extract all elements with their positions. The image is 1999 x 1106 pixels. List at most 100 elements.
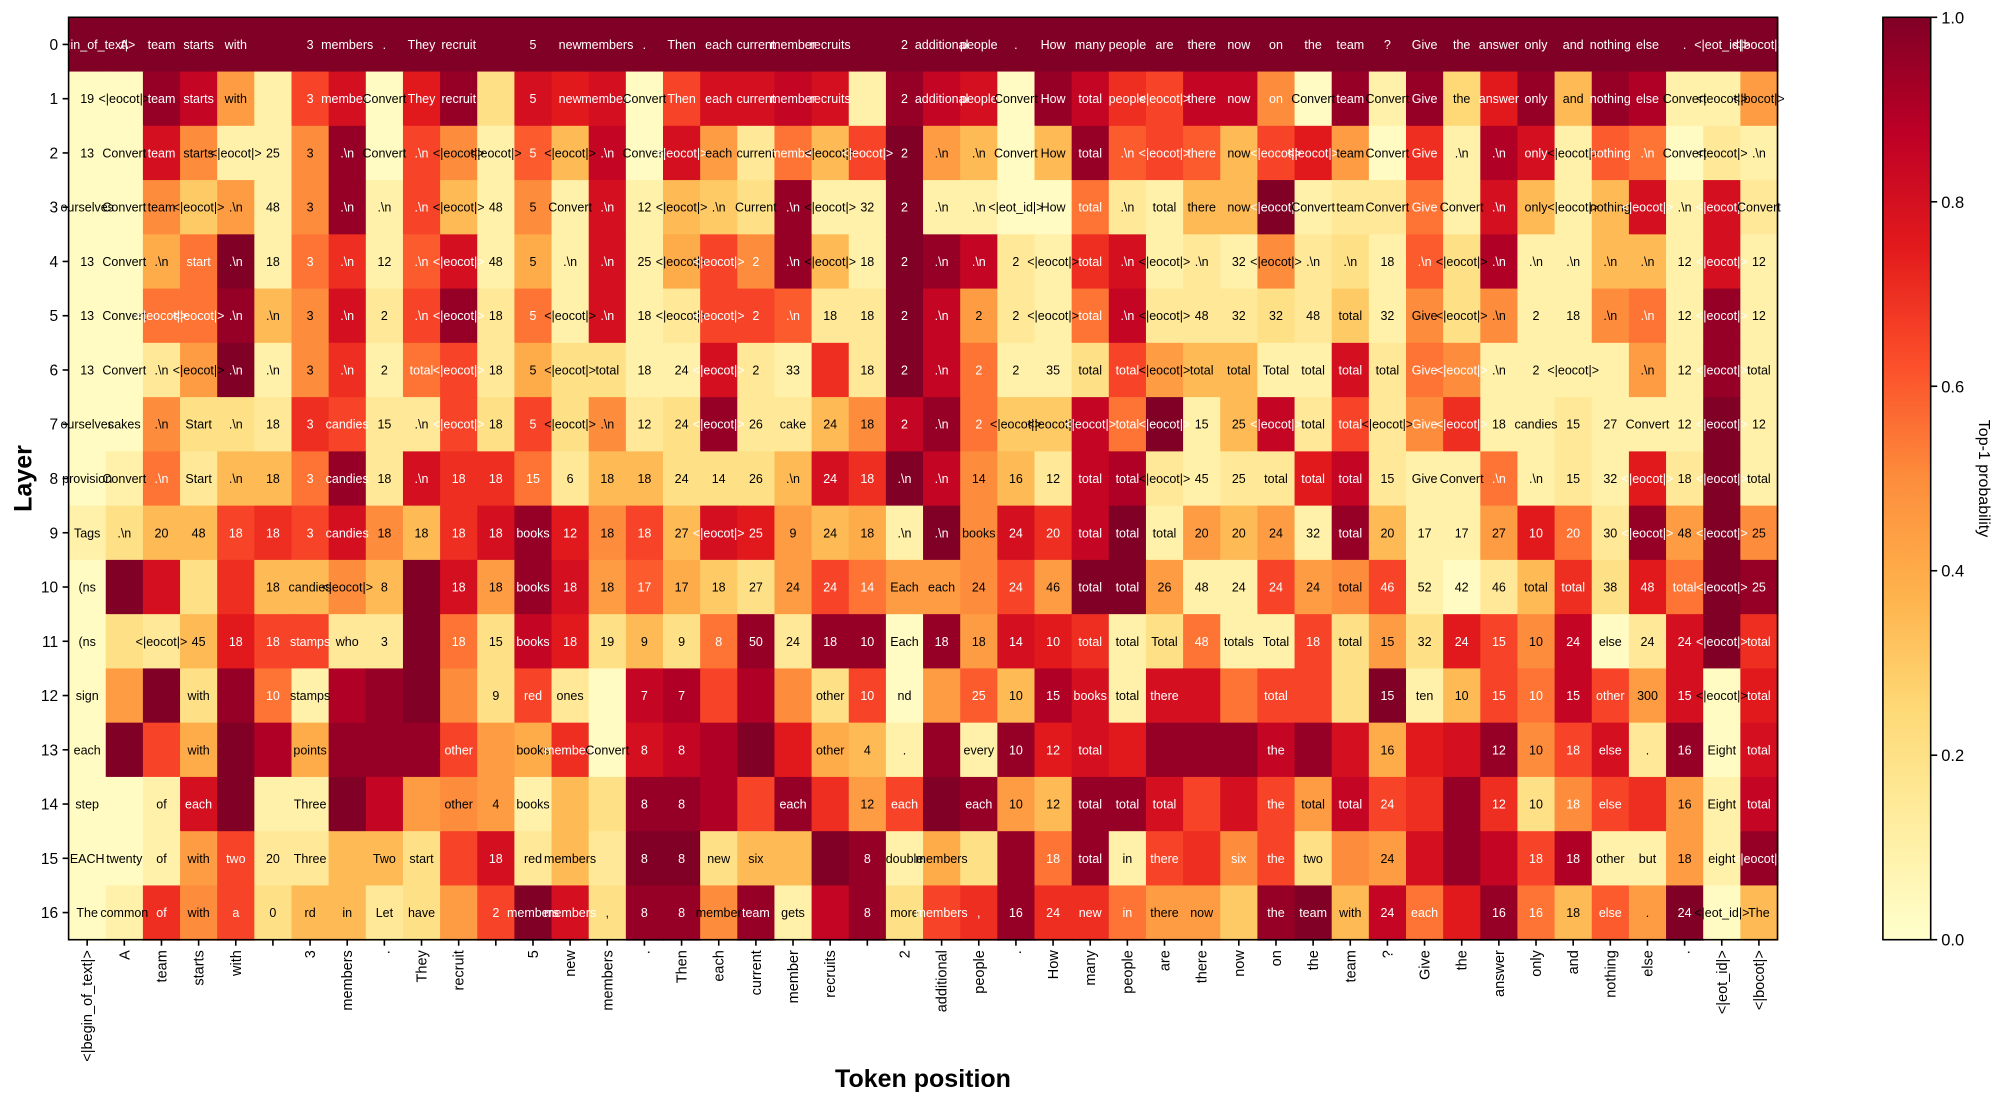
svg-text:18: 18 bbox=[712, 581, 726, 595]
svg-text:18: 18 bbox=[637, 309, 651, 323]
svg-text:18: 18 bbox=[1566, 798, 1580, 812]
svg-text:8: 8 bbox=[678, 906, 685, 920]
svg-text:19: 19 bbox=[600, 635, 614, 649]
svg-text:32: 32 bbox=[1306, 526, 1320, 540]
svg-text:.: . bbox=[1009, 950, 1025, 954]
svg-text:11: 11 bbox=[42, 634, 58, 651]
svg-text:else: else bbox=[1599, 743, 1622, 757]
svg-text:total: total bbox=[1116, 689, 1140, 703]
svg-text:2: 2 bbox=[381, 309, 388, 323]
svg-text:17: 17 bbox=[1455, 526, 1469, 540]
svg-text:with: with bbox=[1338, 906, 1361, 920]
svg-text:total: total bbox=[1078, 743, 1102, 757]
svg-text:8: 8 bbox=[641, 798, 648, 812]
svg-text:0: 0 bbox=[49, 37, 58, 54]
svg-text:.\n: .\n bbox=[229, 364, 243, 378]
svg-text:.\n: .\n bbox=[415, 309, 429, 323]
svg-text:10: 10 bbox=[1455, 689, 1469, 703]
svg-text:7: 7 bbox=[678, 689, 685, 703]
svg-text:.\n: .\n bbox=[786, 201, 800, 215]
svg-text:18: 18 bbox=[452, 526, 466, 540]
svg-text:<|eocot|>: <|eocot|> bbox=[433, 309, 485, 323]
svg-text:27: 27 bbox=[749, 581, 763, 595]
svg-text:25: 25 bbox=[1752, 581, 1766, 595]
svg-text:18: 18 bbox=[489, 309, 503, 323]
svg-text:on: on bbox=[1269, 92, 1283, 106]
svg-text:<|eocot|>: <|eocot|> bbox=[1139, 472, 1191, 486]
svg-text:16: 16 bbox=[1678, 743, 1692, 757]
svg-text:else: else bbox=[1599, 635, 1622, 649]
svg-text:total: total bbox=[1747, 472, 1771, 486]
svg-text:only: only bbox=[1525, 201, 1549, 215]
svg-text:<|eocot|>: <|eocot|> bbox=[433, 364, 485, 378]
svg-text:Total: Total bbox=[1263, 364, 1289, 378]
svg-text:total: total bbox=[1301, 364, 1325, 378]
svg-text:the: the bbox=[1453, 92, 1470, 106]
svg-text:totals: totals bbox=[1224, 635, 1254, 649]
svg-text:46: 46 bbox=[1380, 581, 1394, 595]
svg-text:13: 13 bbox=[41, 742, 58, 759]
svg-text:They: They bbox=[408, 92, 437, 106]
svg-text:18: 18 bbox=[415, 526, 429, 540]
svg-text:.: . bbox=[377, 950, 393, 954]
svg-text:starts: starts bbox=[192, 950, 208, 985]
svg-text:<|eocot|>: <|eocot|> bbox=[656, 309, 708, 323]
svg-text:there: there bbox=[1150, 852, 1179, 866]
svg-text:10: 10 bbox=[1529, 743, 1543, 757]
svg-text:2: 2 bbox=[901, 255, 908, 269]
svg-text:9: 9 bbox=[678, 635, 685, 649]
svg-text:How: How bbox=[1046, 950, 1062, 980]
svg-text:18: 18 bbox=[229, 635, 243, 649]
svg-text:3: 3 bbox=[307, 472, 314, 486]
svg-text:8: 8 bbox=[864, 852, 871, 866]
svg-text:other: other bbox=[816, 743, 845, 757]
svg-text:stamps: stamps bbox=[290, 689, 330, 703]
svg-text:48: 48 bbox=[1195, 309, 1209, 323]
svg-text:there: there bbox=[1187, 92, 1216, 106]
svg-text:total: total bbox=[1078, 798, 1102, 812]
svg-text:4: 4 bbox=[864, 743, 871, 757]
svg-text:<|begin_of_text|>: <|begin_of_text|> bbox=[80, 950, 96, 1062]
svg-text:the: the bbox=[1306, 950, 1322, 970]
svg-text:.\n: .\n bbox=[266, 309, 280, 323]
svg-text:answer: answer bbox=[1492, 950, 1508, 997]
svg-text:<|eocot|>: <|eocot|> bbox=[1696, 689, 1748, 703]
svg-text:2: 2 bbox=[1012, 255, 1019, 269]
svg-text:total: total bbox=[1190, 364, 1214, 378]
svg-text:.\n: .\n bbox=[415, 472, 429, 486]
svg-text:books: books bbox=[516, 635, 549, 649]
svg-text:nothing: nothing bbox=[1603, 950, 1619, 998]
svg-text:total: total bbox=[1078, 364, 1102, 378]
svg-text:Convert: Convert bbox=[363, 146, 407, 160]
svg-text:cake: cake bbox=[780, 418, 806, 432]
svg-text:<|eocot|>: <|eocot|> bbox=[1547, 364, 1599, 378]
svg-text:additional: additional bbox=[915, 92, 969, 106]
svg-text:other: other bbox=[1596, 689, 1625, 703]
svg-text:books: books bbox=[516, 743, 549, 757]
svg-text:<|eocot|>: <|eocot|> bbox=[433, 201, 485, 215]
svg-text:nothing: nothing bbox=[1590, 201, 1631, 215]
svg-text:EACH: EACH bbox=[70, 852, 105, 866]
svg-text:<|eocot|>: <|eocot|> bbox=[544, 418, 596, 432]
svg-text:18: 18 bbox=[637, 472, 651, 486]
svg-text:Convert: Convert bbox=[1291, 201, 1335, 215]
svg-text:<|eocot|>: <|eocot|> bbox=[693, 309, 745, 323]
svg-text:Give: Give bbox=[1412, 38, 1438, 52]
svg-text:<|eocot|>: <|eocot|> bbox=[693, 526, 745, 540]
svg-text:18: 18 bbox=[489, 364, 503, 378]
svg-text:provision: provision bbox=[62, 472, 112, 486]
svg-text:8: 8 bbox=[678, 743, 685, 757]
svg-text:members: members bbox=[321, 38, 373, 52]
svg-text:24: 24 bbox=[972, 581, 986, 595]
svg-text:team: team bbox=[742, 906, 770, 920]
svg-text:now: now bbox=[1227, 201, 1251, 215]
svg-text:32: 32 bbox=[1380, 309, 1394, 323]
svg-text:Convert: Convert bbox=[1440, 472, 1484, 486]
svg-text:5: 5 bbox=[49, 308, 58, 325]
svg-text:8: 8 bbox=[678, 798, 685, 812]
svg-text:starts: starts bbox=[183, 38, 214, 52]
svg-text:<|eocot|>: <|eocot|> bbox=[1436, 255, 1488, 269]
svg-text:2: 2 bbox=[901, 309, 908, 323]
svg-text:.\n: .\n bbox=[600, 146, 614, 160]
svg-text:25: 25 bbox=[266, 146, 280, 160]
